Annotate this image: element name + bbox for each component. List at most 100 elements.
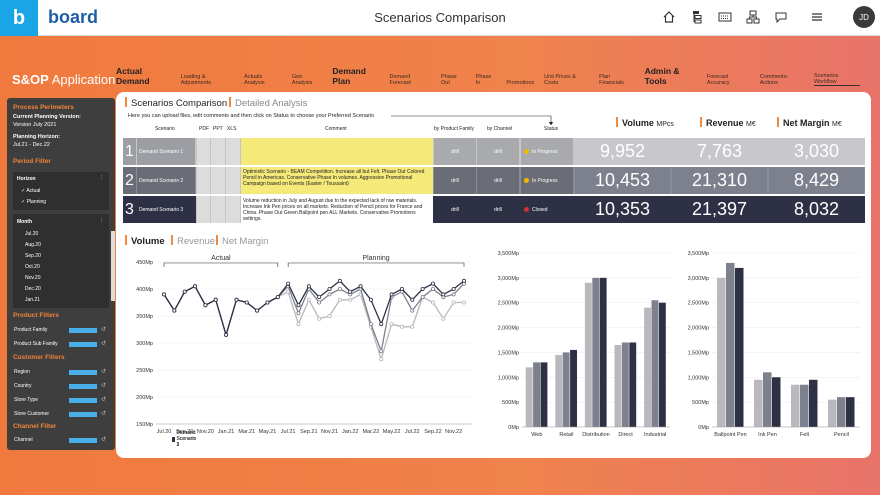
- filter-select-product_items-0[interactable]: [69, 328, 97, 333]
- network-icon[interactable]: [744, 8, 762, 26]
- home-icon[interactable]: [660, 8, 678, 26]
- chart-tab-revenue[interactable]: Revenue: [171, 235, 215, 247]
- scenario-name[interactable]: Demand Scenario 2: [137, 167, 195, 194]
- status-cell[interactable]: Closed: [521, 196, 573, 223]
- month-scrollbar[interactable]: [111, 231, 115, 301]
- legend-scenario-1-label: Demand Scenario 1: [176, 430, 197, 448]
- filter-select-channel_items-0[interactable]: [69, 438, 97, 443]
- month-option[interactable]: Aug.20: [25, 242, 41, 248]
- month-option[interactable]: Jan.21: [25, 297, 41, 303]
- tab-scenarios-comparison[interactable]: Scenarios Comparison: [125, 97, 227, 109]
- nav-item-2[interactable]: Actuals Analysis: [244, 74, 265, 86]
- board-logo-icon[interactable]: b: [0, 0, 38, 36]
- month-label: Month: [17, 219, 32, 225]
- month-option[interactable]: Nov.20: [25, 275, 41, 281]
- menu-icon[interactable]: [808, 8, 826, 26]
- hierarchy-icon[interactable]: [688, 8, 706, 26]
- horizon-more-icon[interactable]: ⋮: [99, 175, 104, 181]
- data-point: [441, 316, 446, 321]
- filter-select-customer_items-2[interactable]: [69, 398, 97, 403]
- filter-select-customer_items-0[interactable]: [69, 370, 97, 375]
- kpi-margin-value: 8,032: [769, 196, 864, 223]
- drill-channel[interactable]: drill: [477, 196, 519, 223]
- col-status: Status: [544, 126, 559, 132]
- reset-icon[interactable]: ↺: [101, 327, 107, 333]
- bar-ink-pen-scenario-2: [763, 372, 772, 427]
- chat-icon[interactable]: [772, 8, 790, 26]
- month-option[interactable]: Sep.20: [25, 253, 41, 259]
- legend-scenario-3: Demand Scenario 3: [172, 430, 199, 448]
- upload-ppt-cell[interactable]: [212, 138, 226, 165]
- horizon-option-planning[interactable]: ✓ Planning: [21, 199, 47, 205]
- upload-ppt-cell[interactable]: [212, 196, 226, 223]
- reset-icon[interactable]: ↺: [101, 437, 107, 443]
- status-cell[interactable]: In Progress: [521, 138, 573, 165]
- drill-product-family[interactable]: drill: [434, 167, 476, 194]
- horizon-option-actual[interactable]: ✓ Actual: [21, 188, 41, 194]
- drill-product-family[interactable]: drill: [434, 138, 476, 165]
- nav-group-4[interactable]: Demand Plan: [332, 66, 366, 86]
- planning-horizon-value: Jul.21 - Dec.22: [13, 142, 50, 148]
- upload-ppt-cell[interactable]: [212, 167, 226, 194]
- x-tick-label: Jul.20: [157, 429, 172, 435]
- month-more-icon[interactable]: ⋮: [99, 218, 104, 224]
- drill-channel[interactable]: drill: [477, 138, 519, 165]
- status-cell[interactable]: In Progress: [521, 167, 573, 194]
- reset-icon[interactable]: ↺: [101, 383, 107, 389]
- tab-scenarios-comparison-label: Scenarios Comparison: [131, 98, 228, 109]
- nav-item-3[interactable]: Geo Analysis: [291, 74, 313, 86]
- nav-item-5[interactable]: Demand Forecast: [389, 74, 411, 86]
- reset-icon[interactable]: ↺: [101, 341, 107, 347]
- tab-detailed-analysis[interactable]: Detailed Analysis: [229, 97, 307, 109]
- upload-pdf-cell[interactable]: [197, 167, 211, 194]
- kpi-revenue-unit: M€: [746, 121, 756, 128]
- scenario-name[interactable]: Demand Scenario 1: [137, 138, 195, 165]
- month-option[interactable]: Oct.20: [25, 264, 40, 270]
- status-text: Closed: [532, 206, 548, 213]
- keyboard-icon[interactable]: [716, 8, 734, 26]
- nav-group-0[interactable]: Actual Demand: [116, 66, 150, 86]
- horizon-filter[interactable]: Horizon ⋮ ✓ Actual ✓ Planning: [13, 172, 109, 210]
- scenario-comment[interactable]: [241, 138, 433, 165]
- upload-pdf-cell[interactable]: [197, 138, 211, 165]
- nav-group-11[interactable]: Admin & Tools: [644, 66, 680, 86]
- drill-product-family[interactable]: drill: [434, 196, 476, 223]
- upload-xls-cell[interactable]: [227, 196, 241, 223]
- horizon-label: Horizon: [17, 176, 36, 182]
- nav-item-1[interactable]: Loading & Adjustments: [180, 74, 212, 86]
- data-point: [306, 284, 311, 289]
- kpi-volume-name: Volume: [622, 118, 654, 128]
- scenario-comment[interactable]: Optimistic Scenario - BEAM Competition. …: [241, 167, 433, 194]
- nav-item-9[interactable]: Unit Prices & Costs: [544, 74, 576, 86]
- nav-item-6[interactable]: Phase Out: [441, 74, 457, 86]
- reset-icon[interactable]: ↺: [101, 411, 107, 417]
- avatar[interactable]: JD: [853, 6, 875, 28]
- reset-icon[interactable]: ↺: [101, 369, 107, 375]
- nav-item-12[interactable]: Forecast Accuracy: [706, 74, 730, 86]
- nav-item-7[interactable]: Phase In: [475, 74, 492, 86]
- chart-tab-volume[interactable]: Volume: [125, 235, 165, 247]
- chart-tab-net-margin[interactable]: Net Margin: [216, 235, 268, 247]
- upload-pdf-cell[interactable]: [197, 196, 211, 223]
- scenario-row-3: 3 Demand Scenario 3 Volume reduction in Ju…: [123, 196, 865, 223]
- instructions-arrow: [391, 115, 554, 126]
- month-filter[interactable]: Month ⋮ Jul.20 Aug.20 Sep.20 Oct.20 Nov.20 De…: [13, 214, 115, 308]
- reset-icon[interactable]: ↺: [101, 397, 107, 403]
- nav-item-14[interactable]: Scenarios Workflow: [813, 73, 861, 86]
- nav-item-8[interactable]: Promotions: [506, 80, 535, 86]
- data-point: [255, 308, 260, 313]
- upload-xls-cell[interactable]: [227, 138, 241, 165]
- nav-item-10[interactable]: Plan Financials: [599, 74, 624, 86]
- upload-xls-cell[interactable]: [227, 167, 241, 194]
- filter-select-customer_items-1[interactable]: [69, 384, 97, 389]
- drill-channel[interactable]: drill: [477, 167, 519, 194]
- data-point: [399, 324, 404, 329]
- scenario-name[interactable]: Demand Scenario 3: [137, 196, 195, 223]
- data-point: [368, 322, 373, 327]
- month-option[interactable]: Dec.20: [25, 286, 41, 292]
- filter-select-product_items-1[interactable]: [69, 342, 97, 347]
- filter-select-customer_items-3[interactable]: [69, 412, 97, 417]
- month-option[interactable]: Jul.20: [25, 231, 39, 237]
- nav-item-13[interactable]: Comments-Actions: [759, 74, 789, 86]
- scenario-comment[interactable]: Volume reduction in July and August due …: [241, 196, 433, 223]
